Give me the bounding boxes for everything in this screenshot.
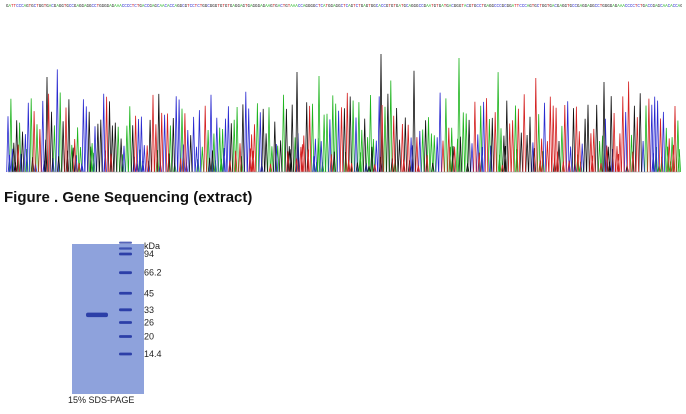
gel-unit-label: kDa [144, 241, 160, 251]
ladder-label: 66.2 [144, 268, 162, 278]
ladder-label: 94 [144, 249, 154, 259]
ladder-band [119, 291, 132, 295]
ladder-label: 33 [144, 305, 154, 315]
ladder-label: 20 [144, 331, 154, 341]
figure-caption: Figure . Gene Sequencing (extract) [4, 189, 253, 206]
trace-t [16, 77, 677, 173]
ladder-band [119, 308, 132, 312]
sequencing-chromatogram [6, 53, 681, 173]
sequence-text-strip: GATTCCCAGTGCTGGTGACGAGGTGCCGAGGAGGCCTGGG… [6, 5, 682, 9]
sds-page-gel-figure: kDa 94 66.2 45 33 26 20 14.4 [72, 240, 172, 401]
ladder-band-top [119, 241, 132, 244]
ladder-band-top [119, 247, 132, 250]
ladder-band [119, 335, 132, 338]
ladder-band [119, 321, 132, 324]
ladder-label: 14.4 [144, 349, 162, 359]
trace-a [9, 57, 681, 173]
trace-g [12, 53, 642, 173]
sample-protein-band [86, 312, 108, 318]
ladder-band [119, 352, 132, 356]
ladder-band [119, 271, 132, 275]
ladder-label: 45 [144, 288, 154, 298]
gel-background [72, 244, 144, 394]
gel-label: 15% SDS-PAGE [68, 395, 135, 405]
gel-image: kDa 94 66.2 45 33 26 20 14.4 [72, 241, 162, 394]
trace-c [6, 69, 666, 173]
ladder-label: 26 [144, 318, 154, 328]
ladder-band [119, 252, 132, 256]
